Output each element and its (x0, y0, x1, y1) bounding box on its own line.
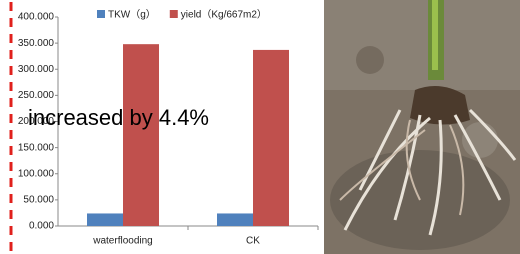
y-tick-label: 400.000 (18, 12, 55, 23)
y-tick-label: 50.000 (23, 195, 54, 206)
bar (217, 213, 253, 226)
y-tick-label: 250.000 (18, 90, 55, 101)
photo (324, 0, 520, 254)
bar (123, 44, 159, 226)
legend-swatch (97, 10, 105, 18)
legend-swatch (170, 10, 178, 18)
annotation: increased by 4.4% (28, 105, 209, 130)
bar (87, 213, 123, 226)
legend-label: TKW（g） (108, 9, 156, 21)
bar (253, 50, 289, 226)
y-tick-label: 0.000 (29, 221, 54, 232)
legend-label: yield（Kg/667m2） (181, 9, 267, 21)
x-tick-label: waterflooding (92, 236, 152, 247)
chart: 0.00050.000100.000150.000200.000250.0003… (0, 0, 520, 254)
x-tick-label: CK (246, 236, 260, 247)
y-tick-label: 150.000 (18, 142, 55, 153)
screen: 0.00050.000100.000150.000200.000250.0003… (0, 0, 520, 254)
y-tick-label: 350.000 (18, 38, 55, 49)
y-tick-label: 300.000 (18, 64, 55, 75)
y-tick-label: 100.000 (18, 168, 55, 179)
